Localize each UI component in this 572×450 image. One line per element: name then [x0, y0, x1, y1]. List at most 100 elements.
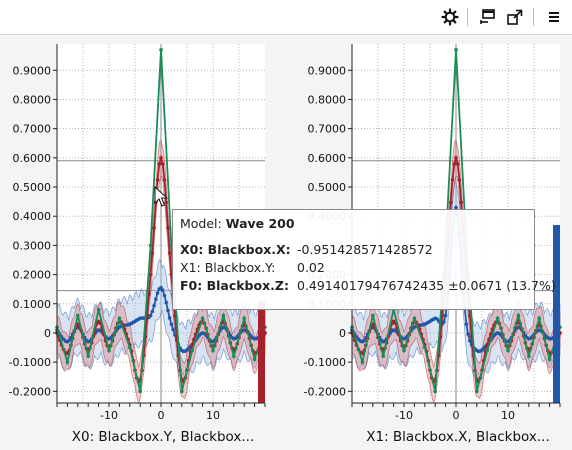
tooltip-row: X1: Blackbox.Y: 0.02: [180, 259, 527, 277]
data-point: [180, 389, 184, 394]
tooltip-row: F0: Blackbox.Z: 0.49140179476742435 ±0.0…: [180, 277, 556, 295]
data-point: [454, 205, 458, 210]
y-tick-label: 0.5000: [13, 181, 52, 194]
x-tick-label: 0: [453, 409, 460, 422]
restore-button[interactable]: [477, 6, 499, 28]
data-point: [443, 313, 448, 318]
data-point: [155, 178, 160, 182]
data-point: [381, 354, 386, 359]
data-point: [152, 226, 156, 230]
data-point: [164, 200, 168, 205]
x-axis-label: X1: Blackbox.X, Blackbox...: [366, 429, 550, 445]
data-point: [171, 327, 175, 332]
data-point: [157, 162, 162, 166]
data-point: [117, 316, 122, 321]
tooltip-value: 0.49140179476742435 ±0.0671 (13.7%): [297, 278, 556, 293]
tooltip-value: -0.951428571428572: [297, 242, 433, 257]
data-point: [96, 307, 101, 312]
side-bar: [553, 224, 560, 403]
y-tick-label: 0.7000: [13, 123, 52, 136]
y-tick-label: 0: [44, 327, 51, 340]
data-point: [468, 339, 472, 343]
popout-button[interactable]: [504, 6, 526, 28]
x-tick-label: -10: [100, 409, 118, 422]
tooltip-row: X0: Blackbox.X: -0.951428571428572: [180, 241, 527, 259]
data-point: [242, 316, 246, 321]
data-point: [452, 162, 457, 166]
data-point: [159, 48, 163, 52]
data-point: [232, 354, 236, 359]
y-tick-label: -0.1000: [9, 356, 51, 369]
x-axis-label: X0: Blackbox.Y, Blackbox...: [72, 429, 255, 445]
data-point: [485, 348, 490, 353]
data-point: [466, 332, 470, 336]
y-tick-label: 0.9000: [308, 64, 347, 77]
x-tick-label: 0: [158, 409, 165, 422]
y-tick-label: 0.9000: [13, 64, 52, 77]
data-point: [159, 156, 163, 160]
x-tick-label: -10: [395, 409, 413, 422]
x-tick-label: 10: [206, 409, 220, 422]
data-point: [138, 389, 142, 394]
data-point: [148, 313, 153, 318]
data-point: [442, 320, 446, 324]
y-tick-label: 0.2000: [13, 269, 52, 282]
data-point: [360, 360, 365, 364]
data-point: [211, 348, 215, 353]
data-point: [128, 345, 132, 350]
data-point: [155, 291, 160, 295]
toolbar-separator: [467, 8, 468, 26]
settings-button[interactable]: [439, 6, 461, 28]
data-point: [167, 316, 172, 320]
data-point: [166, 226, 170, 230]
data-point: [162, 178, 167, 182]
data-point: [412, 316, 417, 321]
data-point: [464, 322, 469, 326]
restore-window-icon: [480, 9, 495, 24]
data-point: [86, 354, 90, 359]
toolbar: [0, 0, 572, 35]
tooltip-model-name: Wave 200: [225, 216, 295, 231]
y-tick-label: 0.3000: [13, 239, 52, 252]
data-point: [371, 313, 375, 318]
data-tooltip: Model: Wave 200 X0: Blackbox.X: -0.95142…: [172, 209, 556, 310]
data-point: [190, 348, 194, 353]
data-point: [547, 357, 552, 362]
data-point: [76, 313, 80, 318]
data-point: [459, 200, 464, 205]
y-tick-label: -0.2000: [304, 385, 346, 398]
data-point: [154, 297, 158, 301]
data-point: [148, 243, 153, 248]
data-point: [516, 313, 521, 318]
tooltip-key: X0: Blackbox.X:: [180, 242, 291, 257]
data-point: [166, 308, 170, 313]
y-tick-label: 0.6000: [308, 152, 347, 165]
data-point: [455, 162, 460, 166]
tooltip-model-label: Model:: [180, 216, 222, 231]
data-point: [449, 200, 453, 205]
data-point: [160, 288, 165, 292]
data-point: [148, 272, 153, 277]
y-tick-label: -0.1000: [304, 356, 346, 369]
data-point: [160, 162, 165, 166]
data-point: [506, 348, 510, 353]
gear-icon: [441, 8, 459, 26]
y-tick-label: 0.8000: [13, 93, 52, 106]
data-point: [457, 178, 462, 182]
data-point: [65, 360, 70, 364]
menu-button[interactable]: [543, 6, 565, 28]
data-point: [454, 48, 458, 52]
data-point: [402, 348, 406, 353]
data-point: [107, 348, 111, 353]
data-point: [362, 338, 366, 343]
y-tick-label: 0.6000: [13, 152, 52, 165]
tooltip-key: F0: Blackbox.Z:: [180, 278, 289, 293]
data-point: [252, 357, 257, 362]
data-point: [164, 300, 168, 305]
data-point: [537, 316, 541, 321]
tooltip-model-row: Model: Wave 200: [180, 215, 527, 233]
y-tick-label: 0.8000: [308, 93, 347, 106]
y-tick-label: -0.2000: [9, 385, 51, 398]
data-point: [450, 178, 455, 182]
data-point: [454, 156, 458, 160]
